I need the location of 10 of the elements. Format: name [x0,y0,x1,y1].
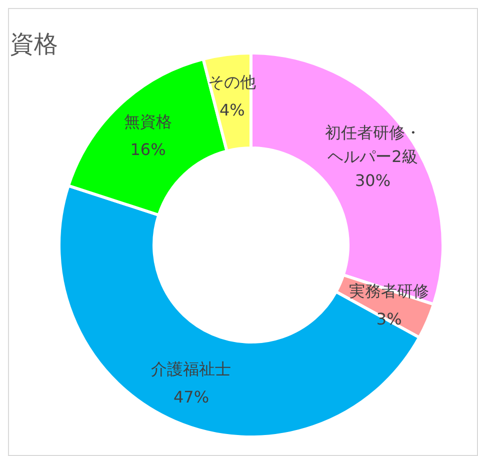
slice-label: 実務者研修 [349,281,430,300]
data-label: 16% [130,140,166,159]
slice-label: 初任者研修・ヘルパー2級 [324,123,421,166]
data-label: 3% [376,309,402,328]
slice-label: 介護福祉士 [151,360,232,379]
data-label: 4% [219,100,245,120]
data-label: 30% [354,171,391,190]
slice-label: 無資格 [124,112,172,131]
chart-title: 資格 [10,30,58,58]
data-label: 47% [173,388,210,407]
